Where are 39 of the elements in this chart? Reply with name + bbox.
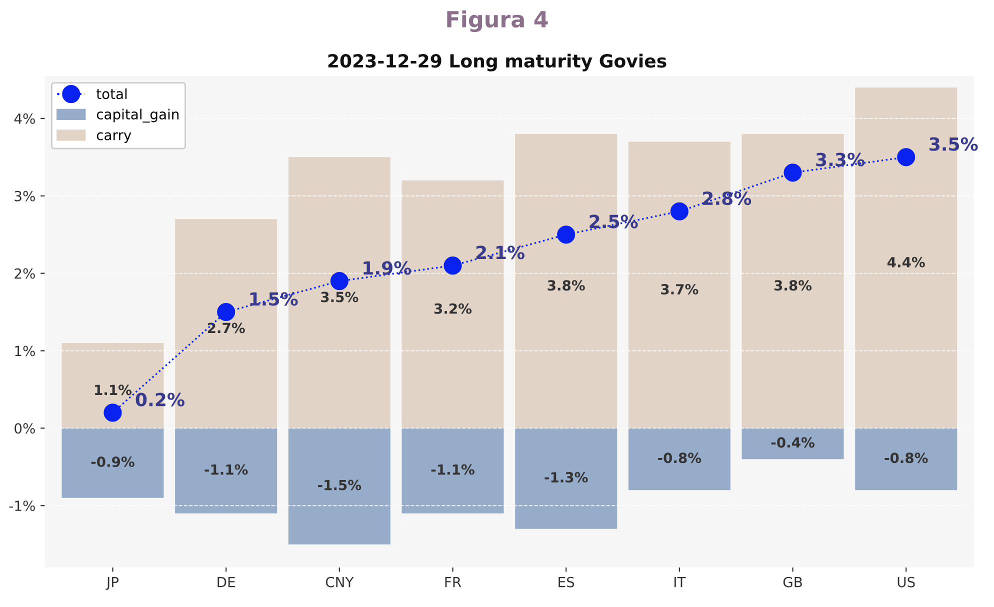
chart-title: Figura 4 (447, 10, 548, 32)
data-label: -1.1% (431, 464, 474, 475)
data-label: 2.7% (208, 322, 245, 334)
y-tick-label: 2% (14, 268, 35, 279)
y-tick-label: -1% (9, 500, 35, 512)
legend-label: carry (96, 132, 132, 143)
data-label: 4.4% (887, 256, 925, 268)
data-label: 3.5% (930, 137, 978, 151)
data-label: -1.1% (204, 464, 248, 475)
data-label: 3.8% (774, 280, 812, 291)
data-label: -0.4% (771, 437, 814, 448)
x-tick-label: GB (783, 576, 802, 588)
data-label: -1.5% (318, 480, 362, 490)
data-label: 3.5% (321, 292, 358, 302)
x-tick-label: ES (558, 576, 574, 588)
data-label: 3.2% (434, 303, 472, 314)
data-label: -0.8% (884, 452, 928, 464)
data-label: 3.8% (548, 280, 585, 291)
data-label: 1.9% (364, 261, 412, 275)
legend-label: total (96, 88, 127, 100)
data-label: 3.3% (816, 152, 864, 166)
data-label: -0.8% (658, 452, 702, 464)
x-tick-label: DE (218, 577, 235, 588)
data-label: 3.7% (661, 284, 698, 295)
y-tick-label: 1% (15, 346, 35, 356)
x-tick-label: CNY (326, 576, 354, 588)
x-tick-label: US (898, 576, 915, 588)
x-tick-label: IT (674, 577, 686, 588)
chart-subtitle: 2023-12-29 Long maturity Govies (328, 54, 666, 72)
y-tick-label: 4% (14, 113, 35, 124)
y-tick-label: 3% (14, 190, 35, 202)
data-label: -0.9% (91, 456, 134, 468)
x-tick-label: FR (445, 577, 462, 588)
data-label: -1.3% (544, 472, 588, 483)
data-label: 1.1% (95, 384, 132, 396)
legend-label: capital_gain (96, 108, 179, 123)
x-tick-label: JP (106, 577, 118, 590)
data-label: 0.2% (136, 392, 184, 406)
y-tick-label: 0% (14, 423, 35, 434)
